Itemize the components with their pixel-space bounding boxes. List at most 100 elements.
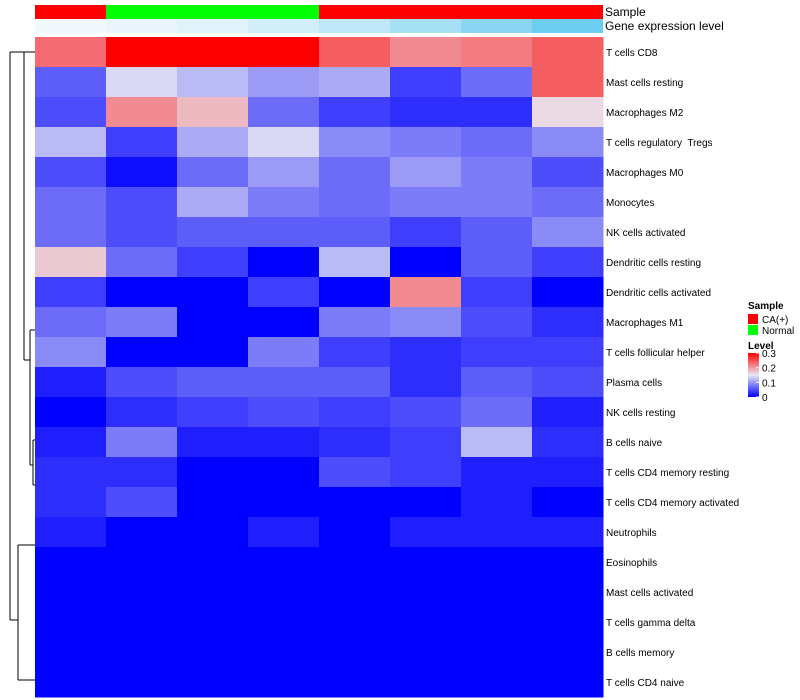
row-label-mast-cells-resting: Mast cells resting <box>606 78 683 89</box>
annotation-gene-expression-level-cell <box>390 19 461 33</box>
heatmap-cell <box>177 457 249 488</box>
heatmap-cell <box>390 667 462 698</box>
heatmap-cell <box>532 637 604 668</box>
row-labels: T cells CD8 Mast cells resting Macrophages… <box>606 48 739 689</box>
heatmap-cell <box>35 667 107 698</box>
heatmap-cell <box>248 217 320 248</box>
heatmap-cell <box>177 637 249 668</box>
heatmap-cell <box>177 157 249 188</box>
legend-color-bar <box>748 353 759 397</box>
row-label-neutrophils: Neutrophils <box>606 528 657 539</box>
heatmap-cell <box>532 337 604 368</box>
heatmap-cell <box>532 547 604 578</box>
legend-level-tick-label: 0.2 <box>762 364 776 375</box>
heatmap-cell <box>248 277 320 308</box>
heatmap-cell <box>177 307 249 338</box>
heatmap-cell <box>461 67 533 98</box>
heatmap-cell <box>532 667 604 698</box>
heatmap-cell <box>35 97 107 128</box>
heatmap-cell <box>461 607 533 638</box>
heatmap-cell <box>35 157 107 188</box>
heatmap-cell <box>248 637 320 668</box>
annotation-sample-cell <box>532 5 603 19</box>
heatmap-cell <box>390 307 462 338</box>
heatmap-cell <box>461 667 533 698</box>
heatmap-cell <box>532 307 604 338</box>
heatmap-cell <box>390 277 462 308</box>
heatmap-cell <box>177 187 249 218</box>
heatmap-cell <box>177 247 249 278</box>
row-label-t-cells-gamma-delta: T cells gamma delta <box>606 618 696 629</box>
annotation-gene-expression-level-cell <box>248 19 319 33</box>
heatmap-cell <box>461 217 533 248</box>
heatmap-cell <box>177 397 249 428</box>
heatmap-cell <box>177 37 249 68</box>
heatmap-cell <box>248 427 320 458</box>
heatmap-cell <box>461 37 533 68</box>
heatmap-cell <box>319 637 391 668</box>
heatmap-cell <box>106 307 178 338</box>
heatmap-cell <box>35 427 107 458</box>
heatmap-cell <box>106 337 178 368</box>
heatmap-cell <box>319 157 391 188</box>
heatmap-cell <box>319 217 391 248</box>
heatmap-cell <box>319 607 391 638</box>
heatmap-cell <box>35 487 107 518</box>
heatmap-cell <box>35 337 107 368</box>
heatmap-cell <box>532 457 604 488</box>
annotation-gene-expression-level-cell <box>35 19 106 33</box>
row-label-macrophages-m1: Macrophages M1 <box>606 318 684 329</box>
heatmap-cell <box>461 517 533 548</box>
annotation-sample-cell <box>177 5 248 19</box>
heatmap-cell <box>177 487 249 518</box>
heatmap-cell <box>106 607 178 638</box>
heatmap-cell <box>35 247 107 278</box>
row-label-plasma-cells: Plasma cells <box>606 378 662 389</box>
heatmap-cell <box>390 427 462 458</box>
heatmap-cell <box>177 427 249 458</box>
heatmap-cell <box>106 427 178 458</box>
heatmap-cell <box>106 667 178 698</box>
heatmap-cell <box>319 37 391 68</box>
heatmap-cell <box>35 187 107 218</box>
heatmap-cell <box>532 67 604 98</box>
heatmap-cell <box>35 37 107 68</box>
row-label-b-cells-naive: B cells naive <box>606 438 663 449</box>
legend-level-tick-label: 0 <box>762 393 768 404</box>
heatmap-cell <box>532 37 604 68</box>
annotation-label-sample: Sample <box>605 5 646 19</box>
heatmap-cell <box>461 337 533 368</box>
annotation-sample-cell <box>106 5 177 19</box>
heatmap-cell <box>390 217 462 248</box>
row-label-t-cells-regulatory-tregs: T cells regulatory Tregs <box>606 138 713 149</box>
heatmap-cell <box>248 337 320 368</box>
heatmap-cell <box>319 667 391 698</box>
heatmap-cell <box>248 457 320 488</box>
heatmap-cell <box>390 337 462 368</box>
annotation-gene-expression-level-cell <box>532 19 603 33</box>
heatmap-cell <box>319 307 391 338</box>
legend-label-ca-positive: CA(+) <box>762 315 788 326</box>
heatmap-cell <box>390 397 462 428</box>
row-label-t-cells-cd8: T cells CD8 <box>606 48 658 59</box>
heatmap-cell <box>390 127 462 158</box>
heatmap-cell <box>532 157 604 188</box>
row-label-monocytes: Monocytes <box>606 198 654 209</box>
heatmap-cell <box>461 457 533 488</box>
heatmap-cell <box>390 247 462 278</box>
heatmap-cell <box>461 637 533 668</box>
heatmap-cell <box>248 67 320 98</box>
heatmap-cell <box>390 67 462 98</box>
heatmap-cell <box>35 217 107 248</box>
heatmap-cell <box>390 577 462 608</box>
heatmap-cell <box>106 397 178 428</box>
heatmap-cell <box>248 157 320 188</box>
heatmap-cell <box>319 457 391 488</box>
heatmap-cell <box>35 127 107 158</box>
heatmap-cell <box>35 307 107 338</box>
heatmap-cell <box>390 97 462 128</box>
heatmap-cell <box>248 307 320 338</box>
heatmap-cell <box>106 457 178 488</box>
